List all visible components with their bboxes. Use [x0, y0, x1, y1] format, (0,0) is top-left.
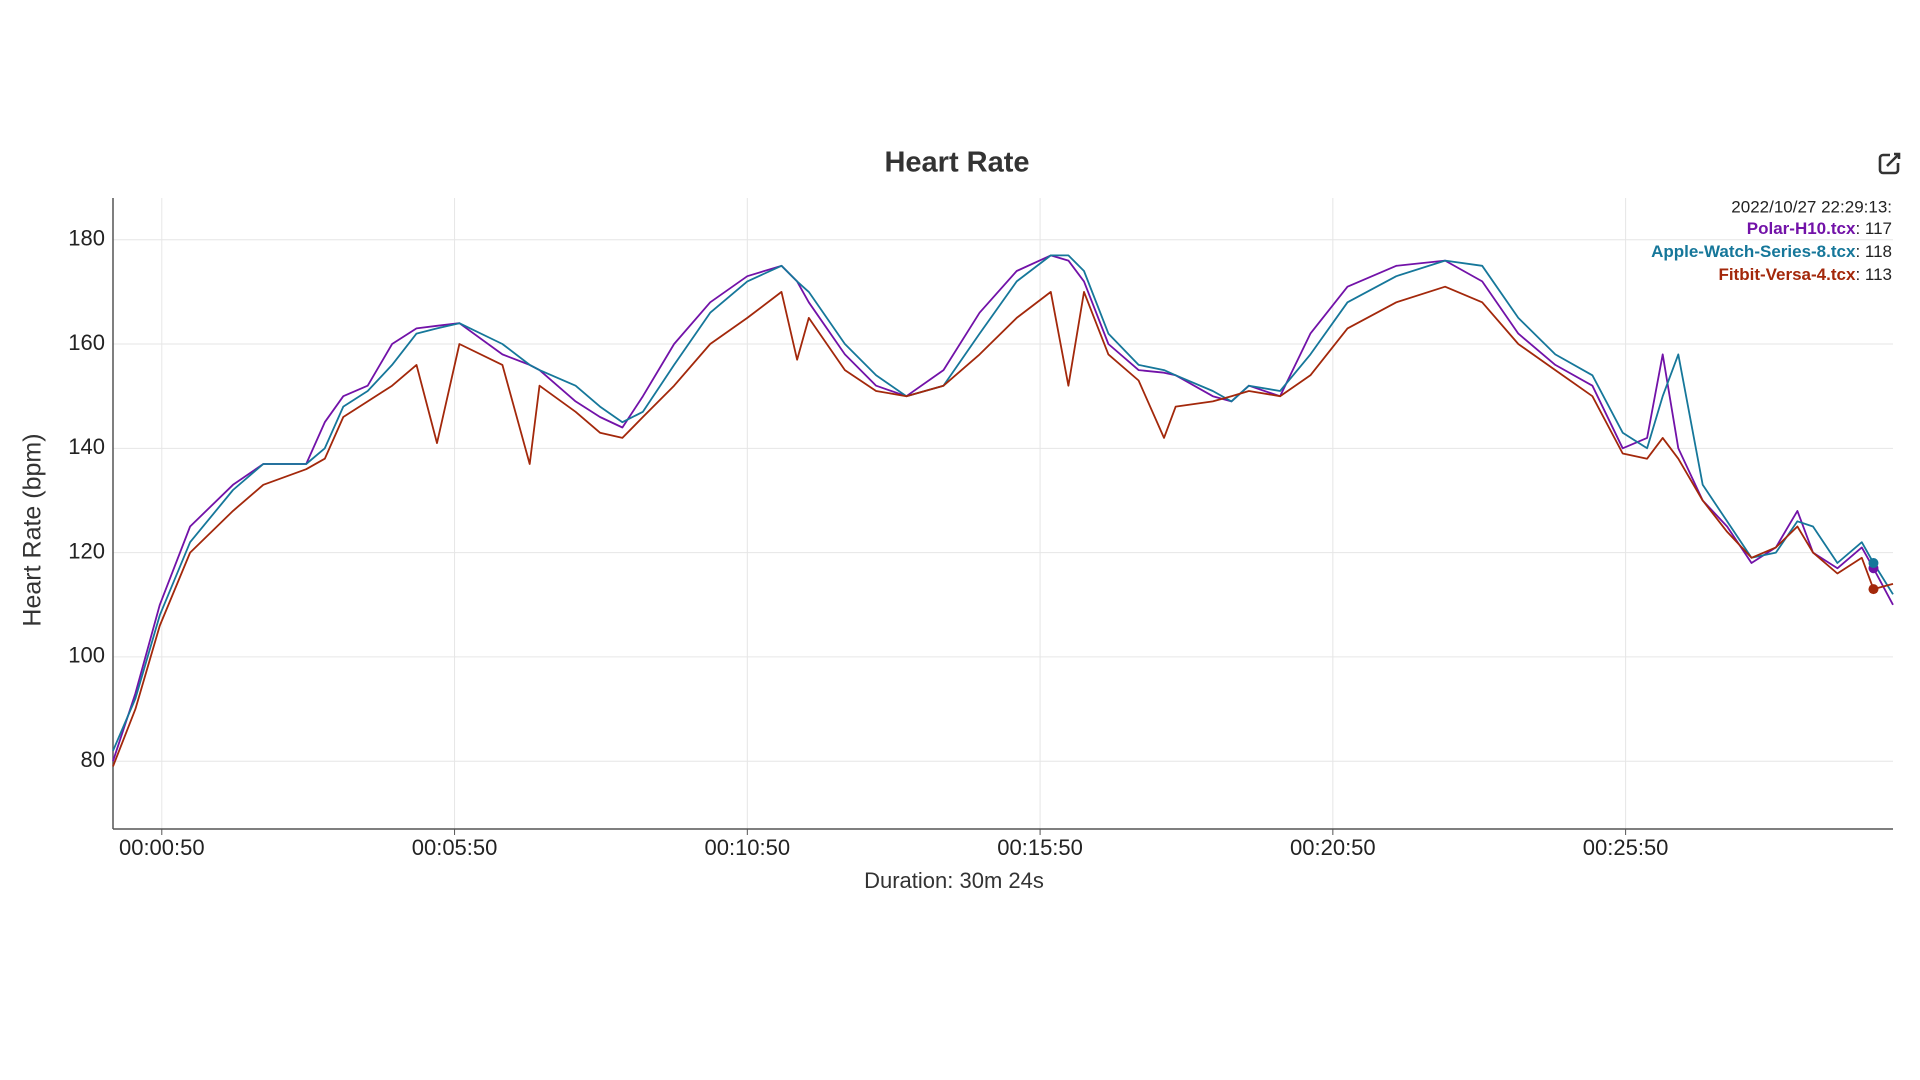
hover-dot — [1868, 584, 1879, 595]
tooltip-series-name: Polar-H10.tcx — [1747, 219, 1856, 238]
y-tick-label: 140 — [68, 434, 105, 459]
x-tick-label: 00:15:50 — [997, 835, 1083, 860]
series-line — [112, 254, 1894, 752]
tooltip-value: 117 — [1865, 219, 1892, 238]
tooltip-series-name: Apple-Watch-Series-8.tcx — [1651, 242, 1856, 261]
series-line — [112, 254, 1894, 762]
tooltip-title: 2022/10/27 22:29:13: — [1731, 197, 1892, 216]
tooltip-entry: Fitbit-Versa-4.tcx: 113 — [1718, 265, 1892, 284]
tooltip-separator: : — [1855, 242, 1864, 261]
x-tick-label: 00:05:50 — [412, 835, 498, 860]
y-axis-label: Heart Rate (bpm) — [19, 433, 47, 626]
y-tick-label: 180 — [68, 226, 105, 251]
tooltip-entry: Apple-Watch-Series-8.tcx: 118 — [1651, 242, 1892, 261]
tooltip-series-name: Fitbit-Versa-4.tcx — [1718, 265, 1856, 284]
y-tick-label: 160 — [68, 330, 105, 355]
tooltip-entry: Polar-H10.tcx: 117 — [1747, 219, 1892, 238]
series-line — [112, 285, 1894, 767]
edit-icon[interactable] — [1878, 152, 1901, 175]
x-tick-label: 00:25:50 — [1583, 835, 1669, 860]
x-tick-label: 00:00:50 — [119, 835, 205, 860]
x-axis-label: Duration: 30m 24s — [864, 868, 1044, 893]
tooltip-separator: : — [1855, 219, 1864, 238]
y-tick-label: 120 — [68, 538, 105, 563]
x-tick-label: 00:20:50 — [1290, 835, 1376, 860]
chart-title: Heart Rate — [884, 147, 1029, 179]
tooltip-value: 113 — [1865, 265, 1892, 284]
y-tick-label: 100 — [68, 643, 105, 668]
tooltip-value: 118 — [1865, 242, 1892, 261]
hover-dot — [1868, 558, 1879, 569]
tooltip-separator: : — [1855, 265, 1864, 284]
x-tick-label: 00:10:50 — [704, 835, 790, 860]
y-tick-label: 80 — [81, 747, 105, 772]
